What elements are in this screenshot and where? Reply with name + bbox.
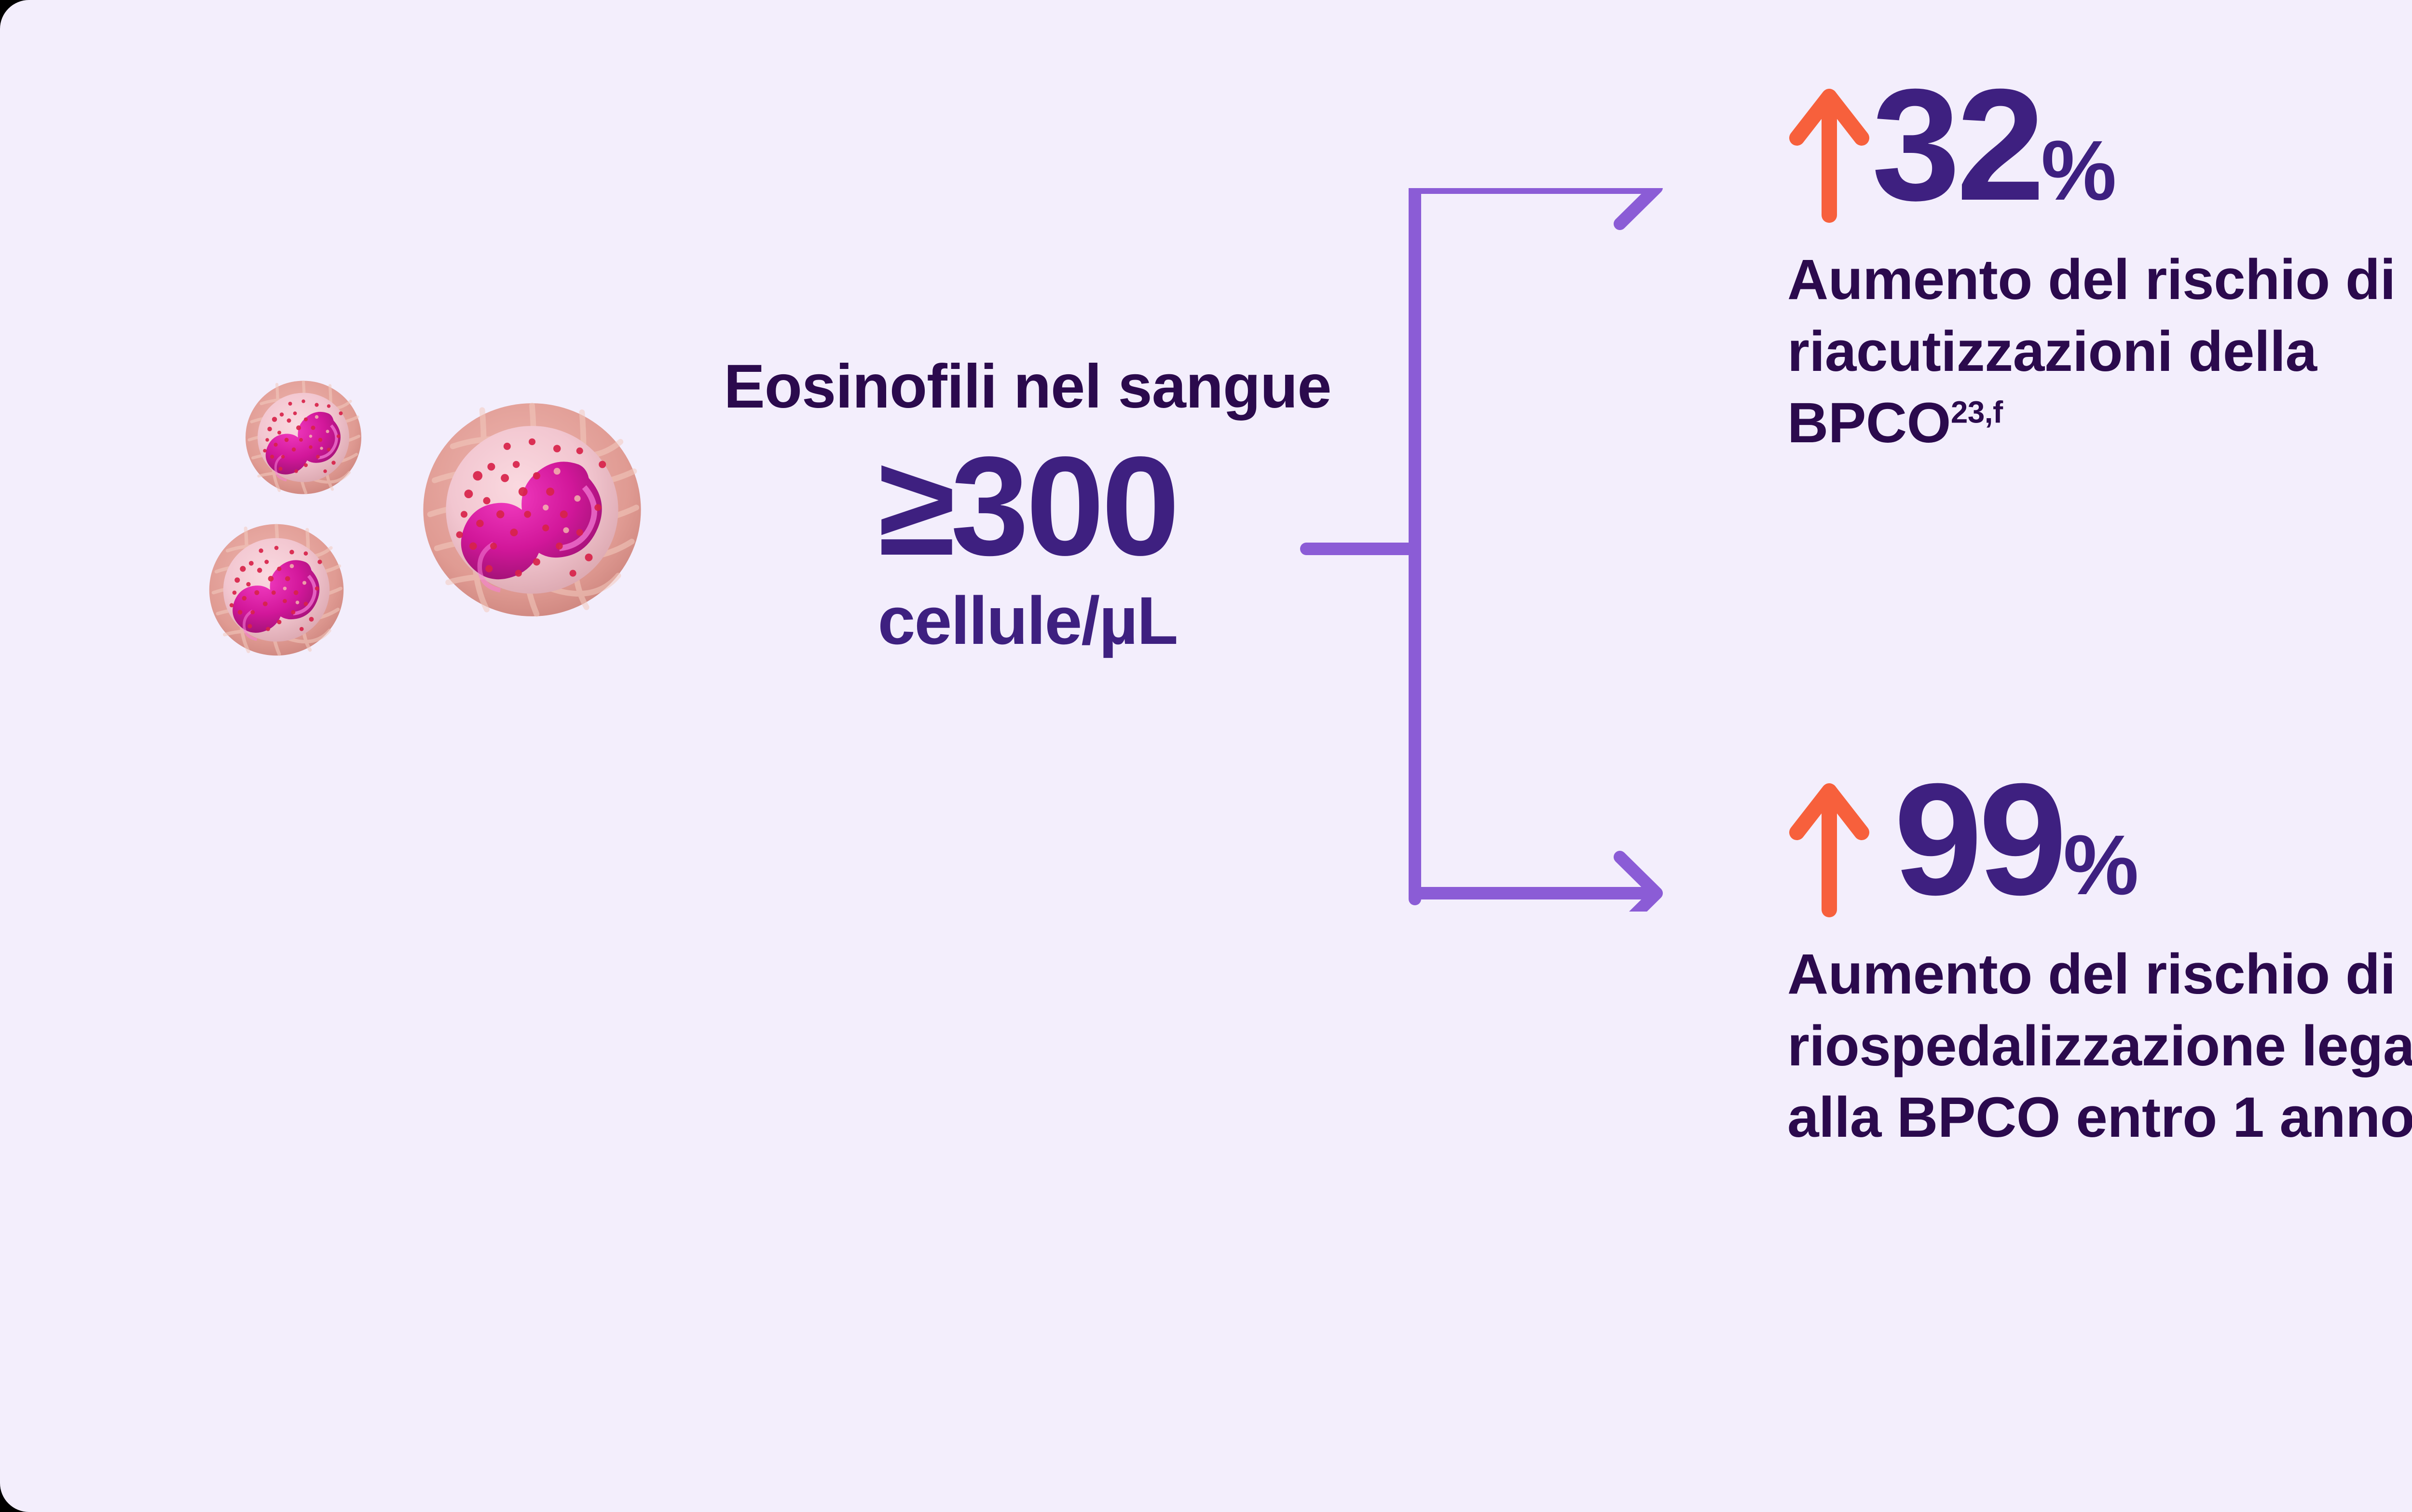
stat-reference-superscript: 23,f: [1950, 395, 2003, 430]
stat-headline: 32%: [1787, 65, 2412, 232]
stat-description-text: Aumento del rischio di riospedalizzazion…: [1787, 942, 2412, 1150]
stat-description-text: Aumento del rischio di riacutizzazioni d…: [1787, 248, 2396, 455]
blood-eosinophil-measure: Eosinofili nel sangue ≥300 cellule/µL: [709, 354, 1346, 654]
eosinophil-cells-svg: [193, 367, 646, 748]
measure-unit: cellule/µL: [877, 583, 1179, 659]
stat-block-rehospitalisation-risk: 99% Aumento del rischio di riospedalizza…: [1787, 760, 2412, 1154]
percent-symbol: %: [2063, 818, 2138, 913]
stat-description: Aumento del rischio di riacutizzazioni d…: [1787, 244, 2412, 459]
greater-equal-symbol: ≥: [878, 427, 955, 585]
measure-value: ≥300: [709, 436, 1346, 576]
stat-number: 32: [1872, 55, 2045, 233]
up-arrow-icon: [1787, 86, 1872, 228]
eosinophil-cell-small-top: [246, 381, 361, 494]
stat-figure: 99%: [1894, 760, 2139, 938]
percent-symbol: %: [2041, 123, 2116, 218]
eosinophil-cell-large: [423, 403, 641, 616]
branching-bracket: [1298, 145, 1679, 936]
eosinophil-cells-illustration: [193, 367, 646, 748]
bracket-arrowhead-bottom: [1614, 851, 1663, 936]
up-arrow-icon: [1787, 780, 1872, 923]
measure-title: Eosinofili nel sangue: [724, 352, 1331, 421]
stat-figure: 32%: [1872, 65, 2117, 243]
measure-number: 300: [950, 427, 1180, 585]
stat-number: 99: [1894, 750, 2067, 928]
branching-bracket-svg: [1300, 145, 1663, 936]
stat-headline: 99%: [1787, 760, 2412, 926]
eosinophil-cell-small-bottom: [209, 524, 343, 656]
stat-block-exacerbation-risk: 32% Aumento del rischio di riacutizzazio…: [1787, 65, 2412, 459]
stat-description: Aumento del rischio di riospedalizzazion…: [1787, 939, 2412, 1154]
